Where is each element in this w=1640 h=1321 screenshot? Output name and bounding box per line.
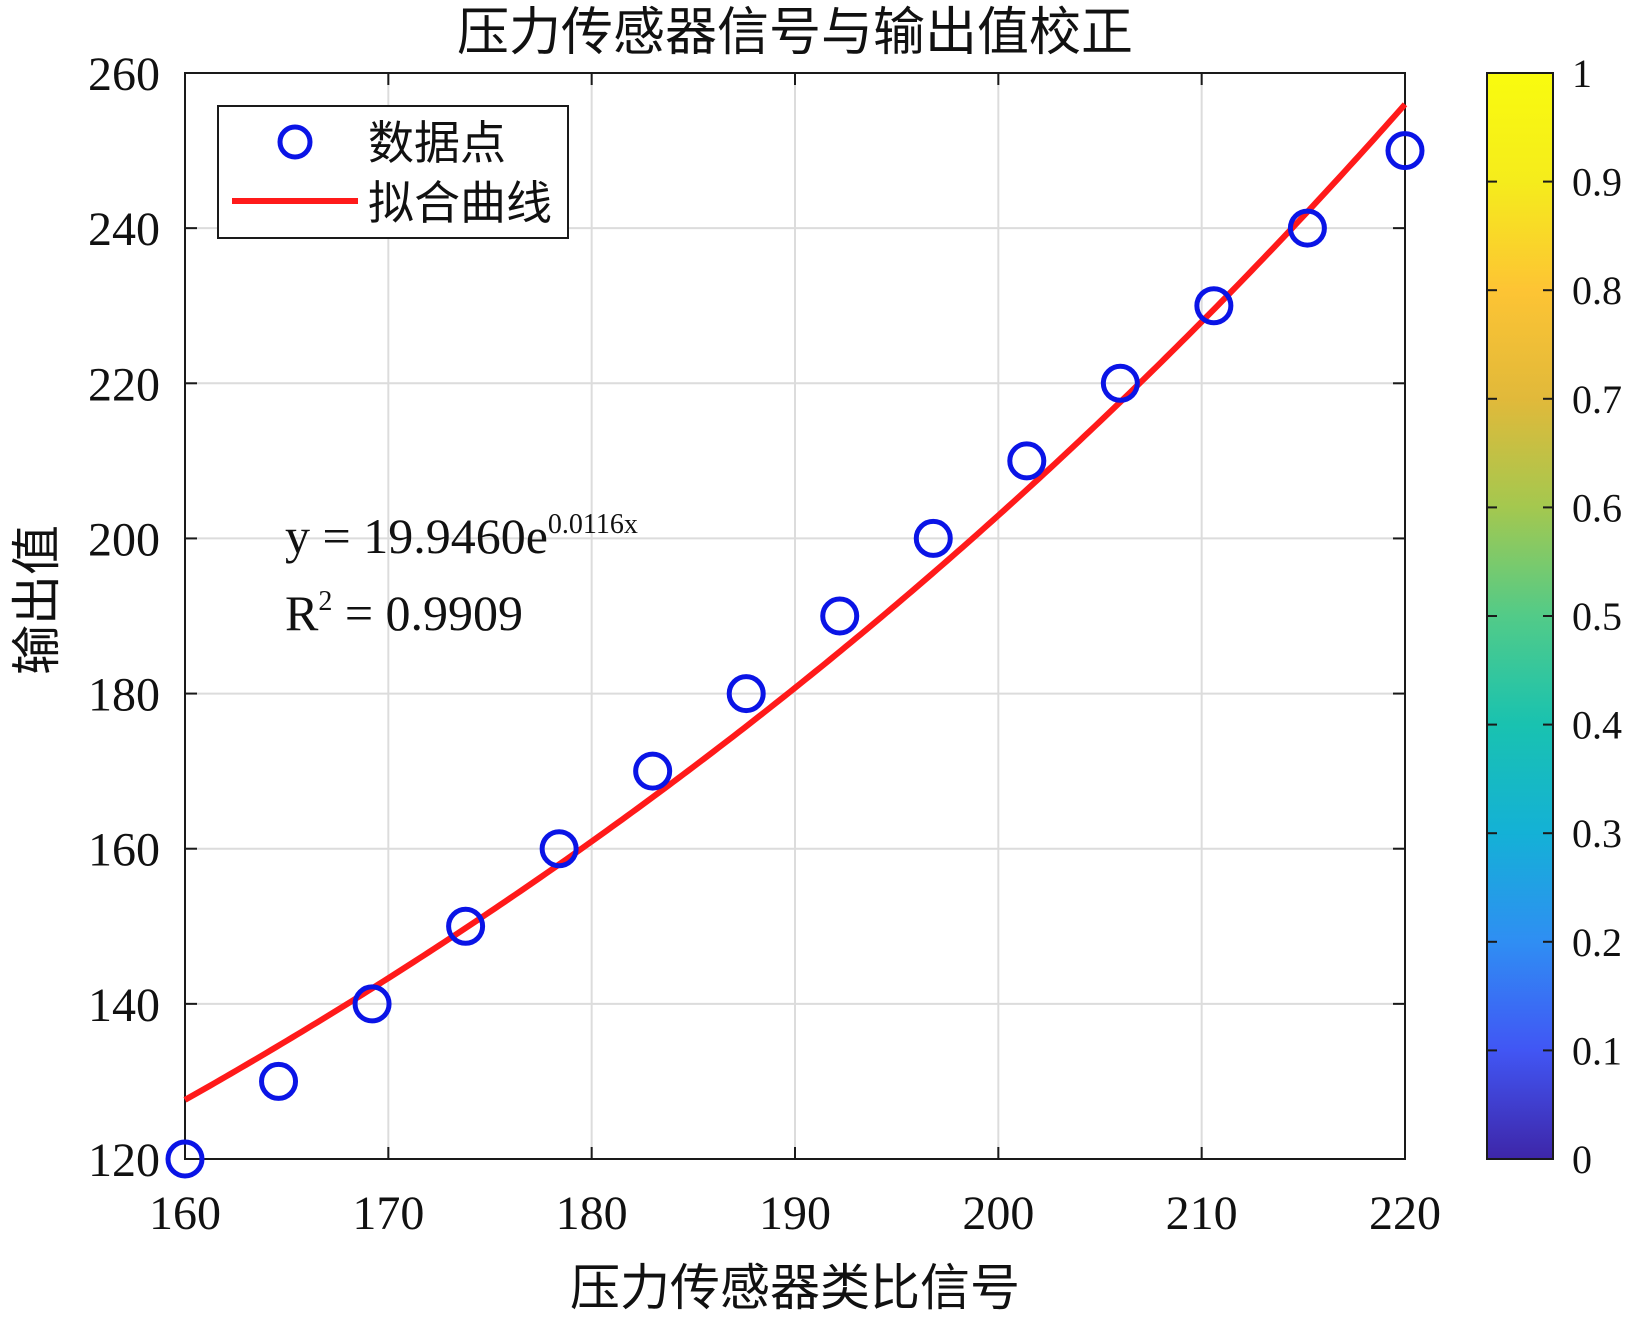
colorbar-tick-label: 0.8 bbox=[1572, 268, 1622, 313]
chart-title: 压力传感器信号与输出值校正 bbox=[457, 5, 1133, 62]
y-tick-label: 200 bbox=[88, 513, 160, 566]
equation-annotation: y = 19.9460e0.0116x R2 = 0.9909 bbox=[285, 508, 638, 641]
colorbar-gradient bbox=[1486, 72, 1554, 1160]
x-tick-label: 180 bbox=[556, 1187, 628, 1240]
data-point bbox=[1194, 286, 1234, 326]
data-point bbox=[633, 751, 673, 791]
equation-exponent: 0.0116x bbox=[548, 509, 638, 540]
colorbar: 0 0.1 0.2 0.3 0.4 0.5 0.6 0.7 0.8 0.9 1 bbox=[1486, 51, 1622, 1182]
y-tick-labels: 120 140 160 180 200 220 240 260 bbox=[88, 48, 160, 1187]
y-tick-label: 160 bbox=[88, 824, 160, 877]
y-tick-label: 240 bbox=[88, 203, 160, 256]
colorbar-tick-label: 0.7 bbox=[1572, 377, 1622, 422]
data-point bbox=[352, 984, 392, 1024]
r-squared-exponent: 2 bbox=[318, 586, 332, 617]
legend-label-fit-curve: 拟合曲线 bbox=[368, 178, 552, 229]
legend-marker-data-points bbox=[277, 124, 313, 160]
data-point bbox=[539, 829, 579, 869]
colorbar-tick-label: 0.9 bbox=[1572, 160, 1622, 205]
x-tick-label: 190 bbox=[759, 1187, 831, 1240]
colorbar-tick-label: 0.4 bbox=[1572, 703, 1622, 748]
equation-base: y = 19.9460e bbox=[285, 508, 548, 564]
data-point bbox=[913, 518, 953, 558]
data-point bbox=[1007, 441, 1047, 481]
r-squared-base: R bbox=[285, 585, 319, 641]
y-tick-label: 180 bbox=[88, 669, 160, 722]
equation-text: y = 19.9460e0.0116x bbox=[285, 508, 638, 564]
data-point bbox=[259, 1061, 299, 1101]
legend-label-data-points: 数据点 bbox=[368, 118, 506, 169]
fit-curve bbox=[183, 102, 1408, 1103]
y-tick-label: 260 bbox=[88, 48, 160, 101]
colorbar-tick-labels: 0 0.1 0.2 0.3 0.4 0.5 0.6 0.7 0.8 0.9 1 bbox=[1572, 51, 1622, 1182]
x-tick-label: 170 bbox=[352, 1187, 424, 1240]
axis-ticks bbox=[184, 72, 1406, 1160]
colorbar-tick-label: 0.5 bbox=[1572, 594, 1622, 639]
r-squared-text: R2 = 0.9909 bbox=[285, 585, 523, 641]
colorbar-tick-label: 0.2 bbox=[1572, 920, 1622, 965]
x-tick-labels: 160 170 180 190 200 210 220 bbox=[149, 1187, 1441, 1240]
data-point bbox=[820, 596, 860, 636]
colorbar-tick-label: 1 bbox=[1572, 51, 1592, 96]
data-point bbox=[1385, 131, 1425, 171]
r-squared-value: = 0.9909 bbox=[332, 585, 523, 641]
legend: 数据点 拟合曲线 bbox=[217, 105, 569, 239]
colorbar-tick-label: 0 bbox=[1572, 1137, 1592, 1182]
x-tick-label: 200 bbox=[962, 1187, 1034, 1240]
y-tick-label: 120 bbox=[88, 1134, 160, 1187]
data-point bbox=[1287, 208, 1327, 248]
grid bbox=[184, 72, 1406, 1160]
data-point bbox=[1100, 363, 1140, 403]
data-points bbox=[165, 131, 1425, 1179]
data-point bbox=[165, 1139, 205, 1179]
colorbar-tick-label: 0.1 bbox=[1572, 1028, 1622, 1073]
data-point bbox=[446, 906, 486, 946]
y-tick-label: 140 bbox=[88, 979, 160, 1032]
colorbar-tick-label: 0.3 bbox=[1572, 811, 1622, 856]
legend-box bbox=[217, 105, 569, 239]
y-tick-label: 220 bbox=[88, 358, 160, 411]
x-axis-title: 压力传感器类比信号 bbox=[570, 1260, 1020, 1316]
colorbar-ticks bbox=[1487, 72, 1553, 1160]
data-point bbox=[726, 674, 766, 714]
x-tick-label: 220 bbox=[1369, 1187, 1441, 1240]
x-tick-label: 210 bbox=[1166, 1187, 1238, 1240]
colorbar-tick-label: 0.6 bbox=[1572, 485, 1622, 530]
x-tick-label: 160 bbox=[149, 1187, 221, 1240]
y-axis-title: 输出值 bbox=[9, 525, 65, 675]
